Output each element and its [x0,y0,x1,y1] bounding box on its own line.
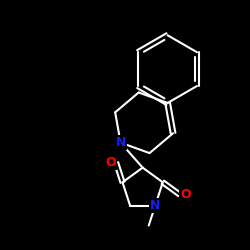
Text: N: N [116,136,126,149]
Text: O: O [105,156,116,169]
Text: O: O [180,188,191,201]
Text: N: N [150,200,160,212]
